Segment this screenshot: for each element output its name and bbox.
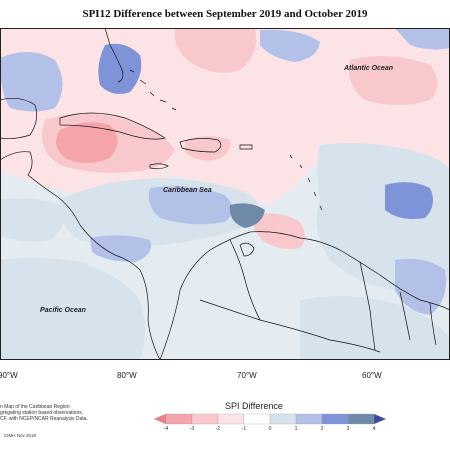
coast-hispaniola <box>179 138 222 153</box>
coast-florida <box>104 28 124 83</box>
legend-tick-label: 1 <box>294 426 298 432</box>
note-line-1: n Map of the Caribbean Region <box>0 404 70 410</box>
legend-segment <box>321 413 349 425</box>
positive-anomaly-zones <box>0 28 450 360</box>
neg-zone-atlantic-med-2 <box>174 28 256 73</box>
legend-arrow-left <box>153 413 167 425</box>
legend-tick-label: -3 <box>189 426 195 432</box>
atlantic-ocean-label: Atlantic Ocean <box>343 65 393 72</box>
coast-jamaica <box>149 163 169 170</box>
legend-tick-label: 4 <box>372 426 376 432</box>
legend-segment <box>295 413 323 425</box>
lon-label-60w: 60°W <box>362 371 382 380</box>
legend-tick-label: -1 <box>241 426 247 432</box>
pos-zone-guyana <box>395 258 446 315</box>
pos-zone-florida <box>0 51 63 112</box>
legend-segment <box>165 413 193 425</box>
legend-tick-label: 0 <box>268 426 272 432</box>
legend-segment <box>217 413 245 425</box>
legend-tick-label: -4 <box>163 426 169 432</box>
coast-yucatan <box>0 98 37 139</box>
coast-bahamas <box>129 69 177 111</box>
caribbean-sea-label: Caribbean Sea <box>163 187 212 194</box>
border-guyana-suriname <box>399 291 411 341</box>
legend-tick-label: 3 <box>346 426 350 432</box>
coast-south-america <box>159 231 450 360</box>
pos-zone-colombia-slate <box>229 203 265 228</box>
lon-label-90w: 90°W <box>0 371 18 380</box>
lake-maracaibo <box>239 242 255 257</box>
note-line-3: CF, with NCEP/NCAR Reanalysis Data. <box>0 416 88 422</box>
pos-zone-east-med <box>385 182 434 219</box>
credit: CIMH Nov 2019 <box>4 433 37 438</box>
land-outlines <box>0 28 450 360</box>
pos-zone-caribbean-med <box>148 186 233 225</box>
pos-zone-atlantic-ne <box>260 29 320 62</box>
note-line-2: gregating station based observations, <box>0 410 84 416</box>
legend-tick-label: 2 <box>320 426 324 432</box>
map-title: SPI12 Difference between September 2019 … <box>82 8 368 20</box>
legend-segment <box>191 413 219 425</box>
coast-lesser-antilles <box>289 154 323 211</box>
border-venezuela-guyana <box>359 261 376 351</box>
neg-zone-hispaniola <box>185 136 231 161</box>
pacific-ocean-label: Pacific Ocean <box>40 307 86 314</box>
pos-zone-atlantic-ne2 <box>395 28 450 50</box>
legend-segment <box>269 413 297 425</box>
border-colombia-south <box>199 299 381 353</box>
legend-tick-label: -2 <box>215 426 221 432</box>
pos-zone-florida-med <box>98 43 142 94</box>
coast-cuba <box>59 112 166 140</box>
legend-colorbar <box>153 413 387 425</box>
legend-segment <box>243 413 271 425</box>
neg-zone-atlantic-med <box>349 56 438 105</box>
legend-arrow-right <box>373 413 387 425</box>
coast-central-america <box>0 151 161 360</box>
pos-zone-south-pale <box>300 296 450 360</box>
lon-label-80w: 80°W <box>117 371 137 380</box>
coast-puerto-rico <box>239 144 253 150</box>
legend-segment <box>347 413 375 425</box>
neg-zone-venezuela <box>253 213 305 249</box>
border-suriname-french-guiana <box>429 302 437 346</box>
neg-zone-cuba-strong <box>56 122 118 163</box>
pos-zone-central <box>0 198 64 242</box>
spi-difference-map: Atlantic Ocean Caribbean Sea Pacific Oce… <box>0 28 450 360</box>
pos-zone-panama <box>90 235 151 262</box>
pos-zone-lesser-antilles <box>316 143 450 292</box>
border-venezuela-colombia <box>229 239 261 321</box>
pos-zone-pacific-pale <box>0 257 145 360</box>
legend-title: SPI Difference <box>225 401 283 411</box>
lon-label-70w: 70°W <box>237 371 257 380</box>
